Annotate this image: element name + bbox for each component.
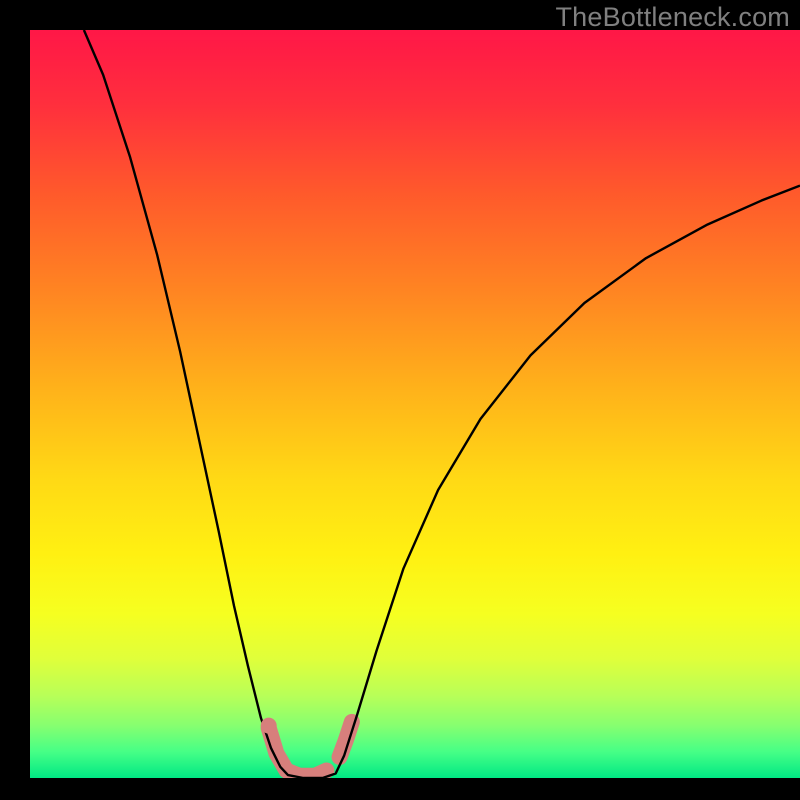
- gradient-background: [30, 30, 800, 778]
- plot-area: [30, 30, 800, 778]
- highlight-dot: [261, 718, 277, 734]
- watermark-text: TheBottleneck.com: [555, 2, 790, 33]
- plot-svg: [30, 30, 800, 778]
